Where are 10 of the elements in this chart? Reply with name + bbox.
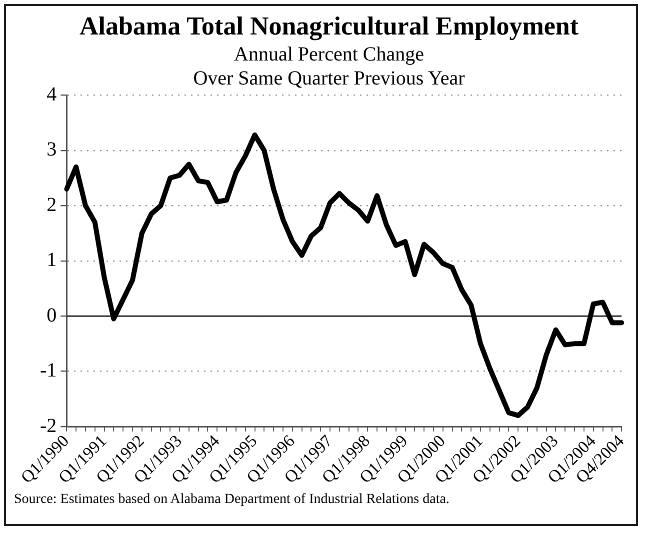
y-tick-label: 4	[46, 83, 57, 106]
y-tick-label: 3	[46, 138, 57, 161]
y-tick-label: 1	[46, 249, 57, 272]
source-note: Source: Estimates based on Alabama Department of Industrial Relations data.	[14, 492, 450, 508]
y-tick-label: -2	[40, 414, 57, 437]
y-tick-label: -1	[40, 360, 57, 382]
chart-title: Alabama Total Nonagricultural Employment	[79, 11, 579, 40]
chart-subtitle: Annual Percent Change Over Same Quarter Previous Year	[193, 43, 466, 90]
y-tick-label: 0	[46, 304, 57, 326]
y-tick-label: 2	[46, 194, 57, 216]
